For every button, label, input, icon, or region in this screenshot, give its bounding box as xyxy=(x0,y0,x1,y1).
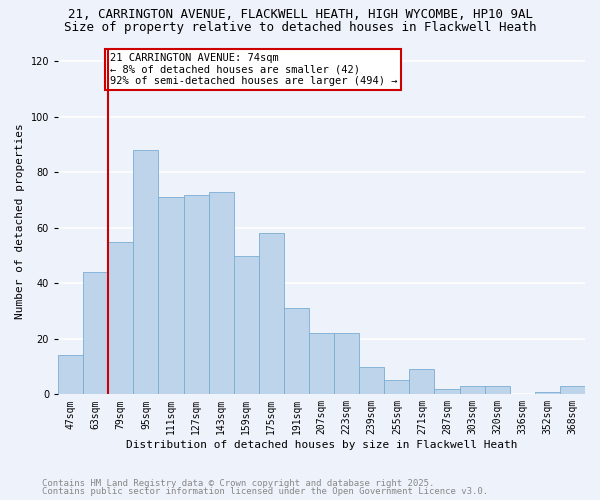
Bar xyxy=(560,386,585,394)
Text: 21 CARRINGTON AVENUE: 74sqm
← 8% of detached houses are smaller (42)
92% of semi: 21 CARRINGTON AVENUE: 74sqm ← 8% of deta… xyxy=(110,53,397,86)
Bar xyxy=(460,386,485,394)
Bar xyxy=(334,334,359,394)
Bar xyxy=(133,150,158,394)
Bar xyxy=(83,272,108,394)
Text: 21, CARRINGTON AVENUE, FLACKWELL HEATH, HIGH WYCOMBE, HP10 9AL: 21, CARRINGTON AVENUE, FLACKWELL HEATH, … xyxy=(67,8,533,20)
Bar xyxy=(409,370,434,394)
Bar xyxy=(58,356,83,395)
X-axis label: Distribution of detached houses by size in Flackwell Heath: Distribution of detached houses by size … xyxy=(126,440,517,450)
Bar xyxy=(209,192,234,394)
Bar xyxy=(284,308,309,394)
Text: Contains public sector information licensed under the Open Government Licence v3: Contains public sector information licen… xyxy=(42,487,488,496)
Bar xyxy=(158,198,184,394)
Text: Size of property relative to detached houses in Flackwell Heath: Size of property relative to detached ho… xyxy=(64,22,536,35)
Bar xyxy=(234,256,259,394)
Bar xyxy=(359,366,384,394)
Text: Contains HM Land Registry data © Crown copyright and database right 2025.: Contains HM Land Registry data © Crown c… xyxy=(42,478,434,488)
Bar xyxy=(434,389,460,394)
Bar xyxy=(259,234,284,394)
Bar xyxy=(309,334,334,394)
Y-axis label: Number of detached properties: Number of detached properties xyxy=(15,123,25,319)
Bar xyxy=(108,242,133,394)
Bar xyxy=(184,194,209,394)
Bar xyxy=(384,380,409,394)
Bar xyxy=(535,392,560,394)
Bar xyxy=(485,386,510,394)
